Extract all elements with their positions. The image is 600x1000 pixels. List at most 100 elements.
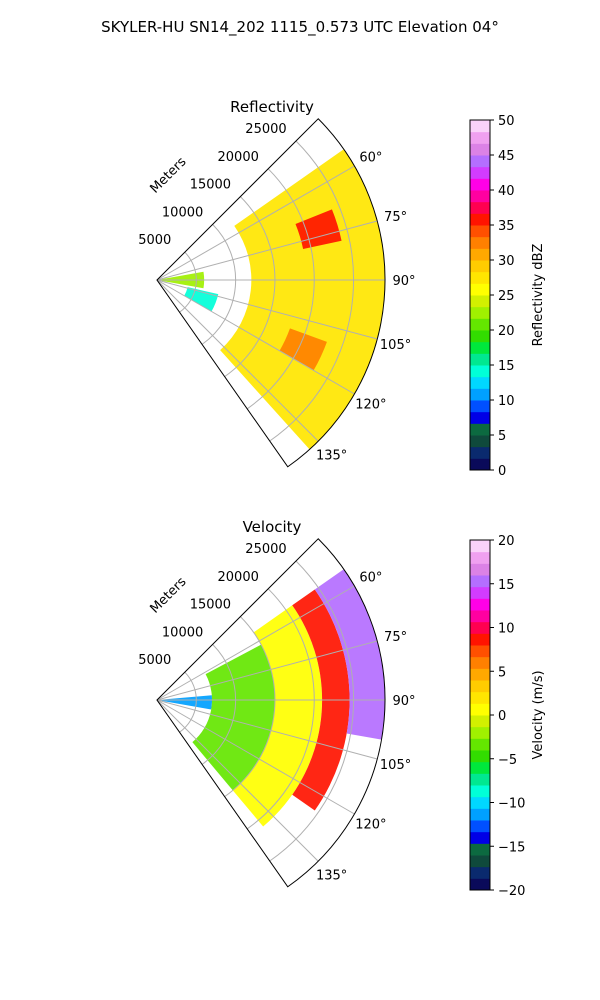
colorbar-swatch [470,271,490,284]
angular-tick-label: 120° [355,398,386,413]
colorbar-tick-label: 30 [498,254,515,269]
colorbar-swatch [470,656,490,669]
azimuth-spoke-4 [156,699,355,815]
colorbar-swatch [470,458,490,471]
colorbar-swatch [470,808,490,821]
sector-outline [156,118,386,468]
field-patch-1 [184,287,219,312]
angular-tick-label: 105° [380,758,411,773]
colorbar-tick-label: 40 [498,184,515,199]
colorbar-tick-label: 5 [498,429,506,444]
colorbar-swatch [470,551,490,564]
colorbar-swatch [470,330,490,343]
colorbar-swatch [470,691,490,704]
range-ring-0 [179,251,197,313]
radial-tick-label: 10000 [162,205,203,220]
range-ring-0 [179,671,197,733]
sector-outline [156,538,386,888]
reflectivity-colorbar: 0 5 10 15 20 25 30 35 40 45 50 Reflectivity dBZ [469,114,546,479]
field-patch-0 [157,695,213,710]
colorbar-swatch [470,750,490,763]
angular-tick-label: 60° [359,571,382,586]
colorbar-swatch [470,376,490,389]
figure-title: SKYLER-HU SN14_202 1115_0.573 UTC Elevat… [101,18,499,37]
colorbar-label: Reflectivity dBZ [531,244,546,347]
colorbar-swatch [470,575,490,588]
colorbar-swatch [470,143,490,156]
field-patch-2 [232,605,323,827]
reflectivity-sector: 5000 10000 15000 20000 25000 Meters 60° 75° 90° 1… [138,118,416,468]
colorbar-swatch [470,341,490,354]
colorbar-swatch [470,831,490,844]
colorbar-swatch [470,353,490,366]
radial-tick-label: 25000 [245,542,286,557]
radial-axis-label: Meters [147,154,189,196]
range-ring-4 [269,560,354,862]
colorbar-tick-label: −20 [498,884,525,899]
colorbar-swatch [470,260,490,273]
colorbar-swatch [470,166,490,179]
colorbar-tick-label: 10 [498,394,515,409]
azimuth-spoke-0 [156,165,355,281]
colorbar-swatch [470,563,490,576]
azimuth-spoke-5 [156,279,319,442]
velocity-sector: 5000 10000 15000 20000 25000 Meters 60° 75° 90° 1… [138,538,416,888]
colorbar-swatch [470,446,490,459]
range-ring-4 [269,140,354,442]
colorbar-swatch [470,785,490,798]
colorbar-tick-label: 15 [498,359,515,374]
angular-tick-label: 60° [359,151,382,166]
colorbar-swatch [470,411,490,424]
colorbar-swatch [470,365,490,378]
colorbar-tick-label: 45 [498,149,515,164]
range-ring-1 [201,644,237,765]
colorbar-swatch [470,213,490,226]
angular-tick-label: 105° [380,338,411,353]
field-patch-4 [279,328,327,371]
colorbar-swatch [470,586,490,599]
range-ring-1 [201,224,237,345]
radial-tick-label: 5000 [138,233,171,248]
colorbar-swatch [470,773,490,786]
colorbar-swatch [470,201,490,214]
colorbar-tick-label: −10 [498,797,525,812]
colorbar-swatch [470,703,490,716]
radial-tick-label: 15000 [190,178,231,193]
colorbar-tick-label: 10 [498,622,515,637]
colorbar-tick-label: 25 [498,289,515,304]
colorbar-swatch [470,236,490,249]
colorbar-tick-label: 0 [498,709,506,724]
azimuth-spoke-4 [156,279,355,395]
radial-tick-label: 15000 [190,598,231,613]
colorbar-swatch [470,225,490,238]
angular-tick-label: 90° [392,274,415,289]
colorbar-swatch [470,610,490,623]
angular-tick-label: 120° [355,818,386,833]
velocity-colorbar: −20 −15 −10 −5 0 5 10 15 20 Velocity (m/s) [469,534,546,899]
reflectivity-panel: Reflectivity 5000 10000 15000 20000 25000 Met… [138,98,546,479]
colorbar-swatch [470,283,490,296]
colorbar-swatch [470,680,490,693]
colorbar-swatch [470,796,490,809]
velocity-title: Velocity [243,518,302,536]
angular-tick-label: 135° [316,449,347,464]
angular-tick-label: 135° [316,869,347,884]
colorbar-swatch [470,645,490,658]
colorbar-swatch [470,866,490,879]
colorbar-tick-label: 5 [498,665,506,680]
colorbar-swatch [470,621,490,634]
colorbar-tick-label: 35 [498,219,515,234]
colorbar-swatch [470,388,490,401]
colorbar-swatch [470,715,490,728]
colorbar-swatch [470,248,490,261]
colorbar-swatch [470,761,490,774]
angular-tick-label: 75° [384,630,407,645]
radial-tick-label: 5000 [138,653,171,668]
colorbar-swatch [470,435,490,448]
azimuth-spoke-1 [156,220,378,281]
field-patch-3 [295,209,342,249]
range-ring-3 [246,588,315,830]
colorbar-swatch [470,400,490,413]
colorbar-tick-label: −5 [498,753,517,768]
